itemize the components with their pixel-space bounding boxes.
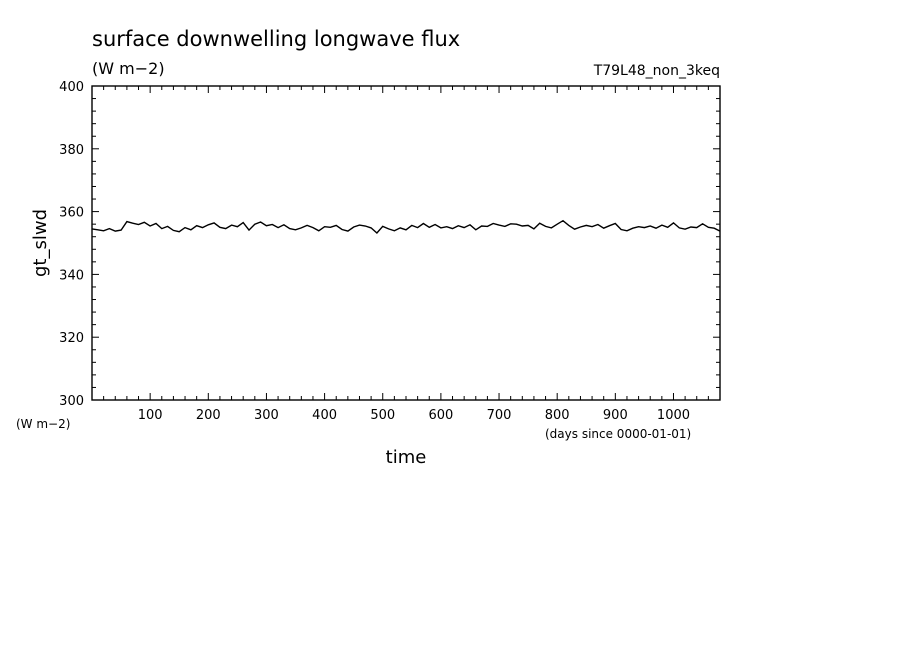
x-tick-label: 500 [370, 408, 395, 423]
y-tick-labels: 300 320 340 360 380 400 [59, 80, 84, 409]
x-tick-label: 700 [487, 408, 512, 423]
x-tick-label: 300 [254, 408, 279, 423]
x-tick-labels: 100 200 300 400 500 600 700 800 900 1000 [138, 408, 690, 423]
series-line [91, 219, 721, 234]
x-tick-label: 900 [603, 408, 628, 423]
y-tick-label: 400 [59, 80, 84, 95]
y-tick-label: 380 [59, 143, 84, 158]
y-tick-label: 340 [59, 268, 84, 283]
x-tick-label: 800 [545, 408, 570, 423]
y-axis-label: gt_slwd [30, 209, 51, 277]
y-axis-units: (W m−2) [16, 417, 70, 431]
axis-ticks [92, 86, 720, 400]
y-tick-label: 360 [59, 206, 84, 221]
y-tick-label: 300 [59, 394, 84, 409]
x-axis-units: (days since 0000-01-01) [545, 427, 691, 441]
chart-title: surface downwelling longwave flux [92, 27, 460, 51]
title-units: (W m−2) [92, 59, 165, 78]
x-tick-label: 200 [196, 408, 221, 423]
plot-frame [91, 85, 721, 401]
x-tick-label: 100 [138, 408, 163, 423]
x-tick-label: 1000 [657, 408, 690, 423]
x-tick-label: 600 [428, 408, 453, 423]
x-axis-label: time [386, 447, 427, 468]
run-name: T79L48_non_3keq [593, 63, 720, 79]
y-tick-label: 320 [59, 331, 84, 346]
x-tick-label: 400 [312, 408, 337, 423]
